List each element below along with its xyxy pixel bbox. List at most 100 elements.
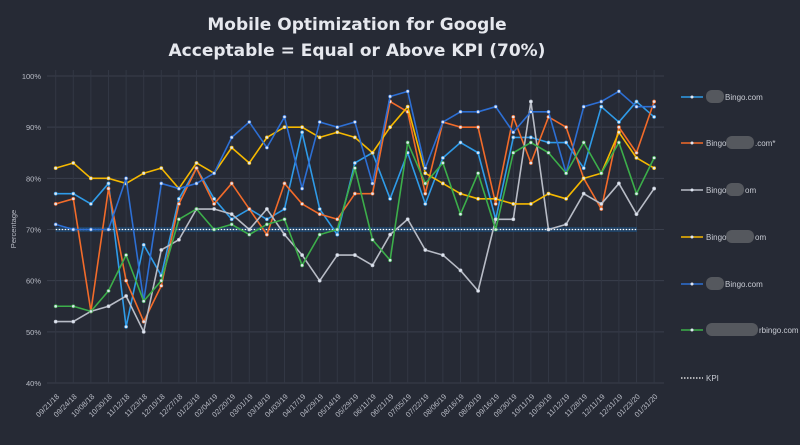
legend-label-suffix: om <box>745 186 756 195</box>
legend-label-suffix: Bingo.com <box>725 93 763 102</box>
data-point <box>617 140 621 145</box>
data-point <box>229 217 234 222</box>
data-point <box>176 196 181 201</box>
data-point <box>423 202 428 206</box>
data-point <box>212 227 217 232</box>
redacted-blur <box>726 136 754 149</box>
data-point <box>564 125 569 130</box>
chart-title-line-2: Acceptable = Equal or Above KPI (70%) <box>169 41 546 61</box>
data-point <box>458 109 463 114</box>
legend-marker <box>690 188 694 192</box>
legend-label-prefix: Bingo <box>706 233 727 242</box>
data-point <box>106 186 111 191</box>
y-tick-label: 90% <box>26 123 41 132</box>
data-point <box>71 196 76 201</box>
data-point <box>581 191 586 196</box>
data-point <box>529 140 533 145</box>
data-point <box>229 181 234 186</box>
data-point <box>282 115 287 119</box>
data-point <box>159 248 164 252</box>
data-point <box>634 155 639 160</box>
legend-label-suffix: rbingo.com <box>759 326 799 335</box>
data-point <box>282 181 287 186</box>
data-point <box>335 130 340 135</box>
data-point <box>511 202 516 206</box>
data-point <box>141 299 146 304</box>
data-point <box>53 166 58 171</box>
series-lines <box>53 89 657 334</box>
data-point <box>581 104 586 109</box>
data-point <box>194 166 199 171</box>
chart-title-line-1: Mobile Optimization for Google <box>207 15 506 35</box>
data-point <box>247 232 252 237</box>
redacted-blur <box>706 323 758 336</box>
data-point <box>247 207 252 211</box>
legend-marker <box>690 235 694 239</box>
data-point <box>476 125 481 130</box>
data-point <box>352 161 357 165</box>
data-point <box>440 181 445 186</box>
data-point <box>546 140 551 145</box>
data-point <box>229 145 234 150</box>
data-point <box>300 125 305 130</box>
data-point <box>564 196 569 201</box>
data-point <box>511 135 516 140</box>
data-point <box>564 171 569 176</box>
data-point <box>89 227 93 232</box>
data-point <box>53 202 58 206</box>
y-axis-label: Percentage <box>9 210 18 248</box>
data-point <box>106 227 111 232</box>
data-point <box>546 191 551 196</box>
data-point <box>71 304 76 309</box>
data-point <box>529 109 533 114</box>
data-point <box>71 319 76 324</box>
data-point <box>124 324 129 329</box>
data-point <box>71 227 76 232</box>
y-tick-labels: 40% 50% 60% 70% 80% 90% 100% <box>22 72 42 388</box>
data-point <box>546 109 551 114</box>
data-point <box>423 181 428 186</box>
data-point <box>89 202 93 206</box>
data-point <box>53 304 58 309</box>
data-point <box>89 176 93 181</box>
data-point <box>405 89 410 94</box>
data-point <box>352 135 357 140</box>
legend-entry: Bingo om <box>681 230 766 243</box>
data-point <box>370 191 375 196</box>
data-point <box>511 150 516 155</box>
data-point <box>159 278 164 283</box>
data-point <box>388 94 393 99</box>
data-point <box>352 166 357 171</box>
data-point <box>388 125 393 130</box>
data-point <box>599 104 604 109</box>
data-point <box>370 263 375 268</box>
data-point <box>581 140 586 145</box>
data-point <box>476 196 481 201</box>
data-point <box>282 125 287 130</box>
data-point <box>599 202 604 206</box>
data-point <box>194 207 199 211</box>
data-point <box>493 196 498 201</box>
data-point <box>317 120 322 124</box>
data-point <box>282 232 287 237</box>
y-tick-label: 40% <box>26 379 41 388</box>
data-point <box>53 319 58 324</box>
data-point <box>300 202 305 206</box>
data-point <box>335 217 340 222</box>
data-point <box>652 166 657 171</box>
data-point <box>370 181 375 186</box>
data-point <box>176 186 181 191</box>
data-point <box>617 120 621 124</box>
legend-entry: rbingo.com <box>681 323 799 336</box>
data-point <box>229 135 234 140</box>
legend-marker <box>690 95 694 99</box>
data-point <box>352 191 357 196</box>
legend-label-suffix: .com* <box>755 139 775 148</box>
data-point <box>370 150 375 155</box>
data-point <box>335 227 340 232</box>
gridlines <box>47 70 664 384</box>
data-point <box>370 237 375 242</box>
data-point <box>476 109 481 114</box>
data-point <box>652 115 657 119</box>
data-point <box>652 104 657 109</box>
